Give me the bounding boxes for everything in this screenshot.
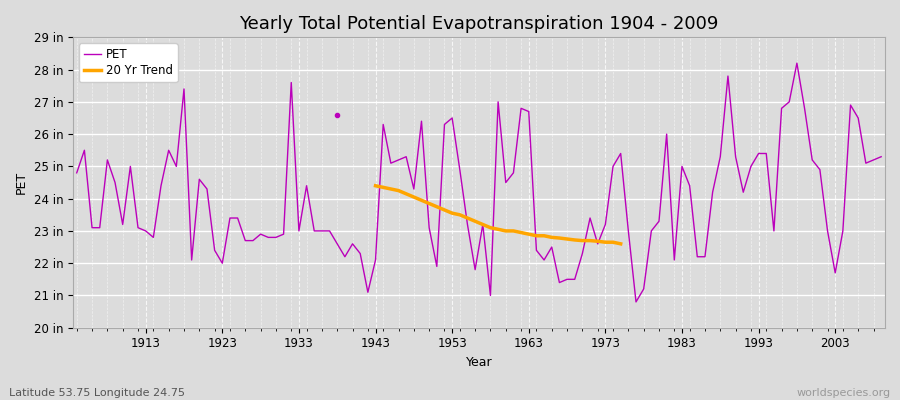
20 Yr Trend [470,219,481,224]
20 Yr Trend [577,238,588,243]
X-axis label: Year: Year [465,356,492,369]
20 Yr Trend [562,236,572,241]
20 Yr Trend [539,233,550,238]
20 Yr Trend [454,212,465,217]
20 Yr Trend [378,185,389,190]
20 Yr Trend [424,201,435,206]
20 Yr Trend [485,225,496,230]
Legend: PET, 20 Yr Trend: PET, 20 Yr Trend [79,43,177,82]
20 Yr Trend [431,204,442,209]
PET [791,61,802,66]
20 Yr Trend [616,242,626,246]
20 Yr Trend [477,222,488,227]
20 Yr Trend [492,227,503,232]
PET [424,225,435,230]
PET [79,148,90,153]
Y-axis label: PET: PET [15,171,28,194]
20 Yr Trend [416,198,427,203]
PET [71,170,82,175]
PET [631,300,642,304]
PET [876,154,886,159]
PET [385,161,396,166]
20 Yr Trend [400,192,411,196]
20 Yr Trend [554,236,565,240]
Text: Latitude 53.75 Longitude 24.75: Latitude 53.75 Longitude 24.75 [9,388,185,398]
20 Yr Trend [523,232,534,236]
20 Yr Trend [585,238,596,243]
20 Yr Trend [531,233,542,238]
20 Yr Trend [508,228,518,233]
20 Yr Trend [546,235,557,240]
20 Yr Trend [409,195,419,200]
20 Yr Trend [570,238,580,242]
20 Yr Trend [393,188,404,193]
20 Yr Trend [462,216,472,220]
20 Yr Trend [385,186,396,191]
PET [662,132,672,136]
Title: Yearly Total Potential Evapotranspiration 1904 - 2009: Yearly Total Potential Evapotranspiratio… [239,15,718,33]
20 Yr Trend [500,228,511,233]
Text: worldspecies.org: worldspecies.org [796,388,891,398]
PET [669,258,680,262]
20 Yr Trend [370,183,381,188]
20 Yr Trend [446,211,457,216]
Line: PET: PET [76,63,881,302]
20 Yr Trend [439,208,450,212]
Line: 20 Yr Trend: 20 Yr Trend [375,186,621,244]
20 Yr Trend [592,239,603,244]
PET [178,86,189,91]
20 Yr Trend [516,230,526,235]
20 Yr Trend [608,240,618,245]
20 Yr Trend [600,240,611,245]
